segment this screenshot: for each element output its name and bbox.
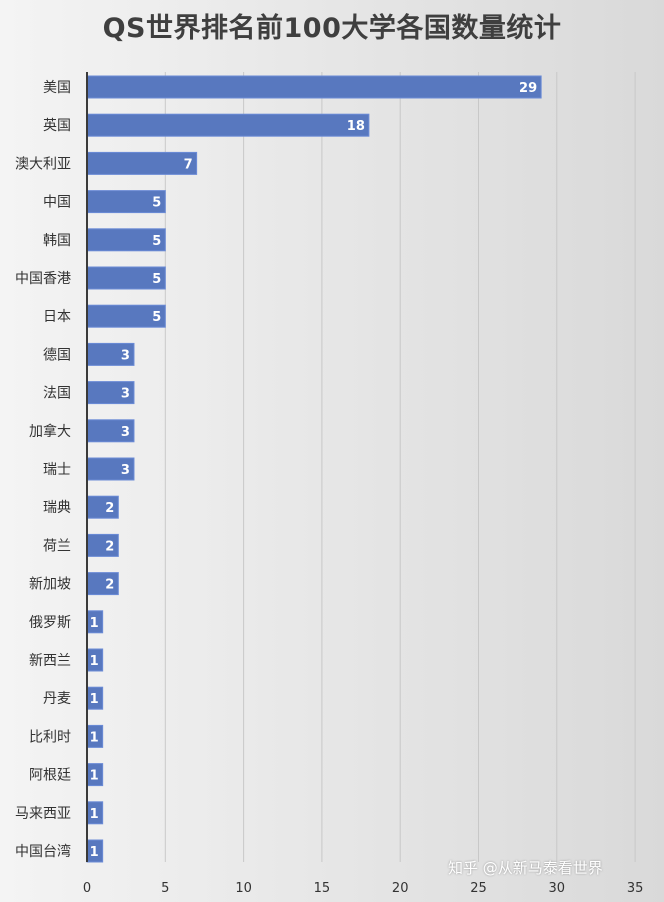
data-label: 1 (90, 807, 99, 822)
category-label: 瑞典 (43, 500, 71, 516)
data-label: 1 (90, 616, 99, 631)
data-label: 2 (105, 539, 114, 554)
category-label: 马来西亚 (15, 806, 71, 822)
category-label: 德国 (43, 347, 71, 363)
data-label: 1 (90, 730, 99, 745)
data-label: 2 (105, 501, 114, 516)
category-label: 中国香港 (15, 271, 71, 287)
category-label: 中国 (43, 195, 71, 211)
x-tick-label: 0 (83, 881, 91, 896)
category-label: 比利时 (29, 729, 71, 745)
data-label: 1 (90, 654, 99, 669)
category-label: 瑞士 (43, 462, 71, 478)
x-tick-label: 25 (470, 881, 487, 896)
watermark-text: 知乎 @从新马泰看世界 (448, 859, 603, 877)
data-label: 5 (152, 272, 161, 287)
data-label: 3 (121, 348, 130, 363)
category-label: 新西兰 (29, 653, 71, 669)
category-labels: 美国英国澳大利亚中国韩国中国香港日本德国法国加拿大瑞士瑞典荷兰新加坡俄罗斯新西兰… (15, 80, 71, 860)
data-label: 7 (184, 157, 193, 172)
data-label: 1 (90, 845, 99, 860)
data-label: 3 (121, 387, 130, 402)
x-tick-label: 30 (549, 881, 566, 896)
category-label: 荷兰 (43, 538, 71, 554)
category-label: 中国台湾 (15, 843, 71, 860)
bar (86, 151, 198, 175)
x-tick-label: 10 (235, 881, 252, 896)
x-tick-label: 20 (392, 881, 409, 896)
category-label: 日本 (43, 309, 71, 325)
data-label: 5 (152, 196, 161, 211)
data-label: 5 (152, 234, 161, 249)
category-label: 加拿大 (29, 423, 71, 440)
chart-title: QS世界排名前100大学各国数量统计 (102, 13, 562, 44)
x-tick-label: 15 (314, 881, 331, 896)
data-label: 2 (105, 578, 114, 593)
category-label: 新加坡 (29, 577, 71, 593)
bars: 29 18 7 5 5 5 5 3 3 3 3 2 2 2 1 1 1 1 1 1 1 (86, 75, 542, 863)
data-label: 3 (121, 425, 130, 440)
bar (86, 75, 542, 99)
category-label: 韩国 (43, 233, 71, 249)
data-label: 1 (90, 692, 99, 707)
category-label: 澳大利亚 (15, 156, 71, 172)
category-label: 法国 (43, 386, 71, 402)
gridlines (164, 72, 636, 862)
data-label: 5 (152, 310, 161, 325)
bar (86, 113, 370, 137)
data-label: 18 (347, 119, 365, 134)
x-tick-labels: 0 5 10 15 20 25 30 35 (83, 881, 644, 896)
x-tick-label: 5 (161, 881, 169, 896)
x-tick-label: 35 (627, 881, 644, 896)
category-label: 美国 (43, 80, 71, 96)
category-label: 阿根廷 (29, 768, 71, 784)
data-label: 3 (121, 463, 130, 478)
data-label: 29 (519, 81, 537, 96)
category-label: 英国 (43, 117, 71, 134)
data-label: 1 (90, 769, 99, 784)
category-label: 俄罗斯 (29, 615, 71, 631)
category-label: 丹麦 (43, 691, 71, 707)
